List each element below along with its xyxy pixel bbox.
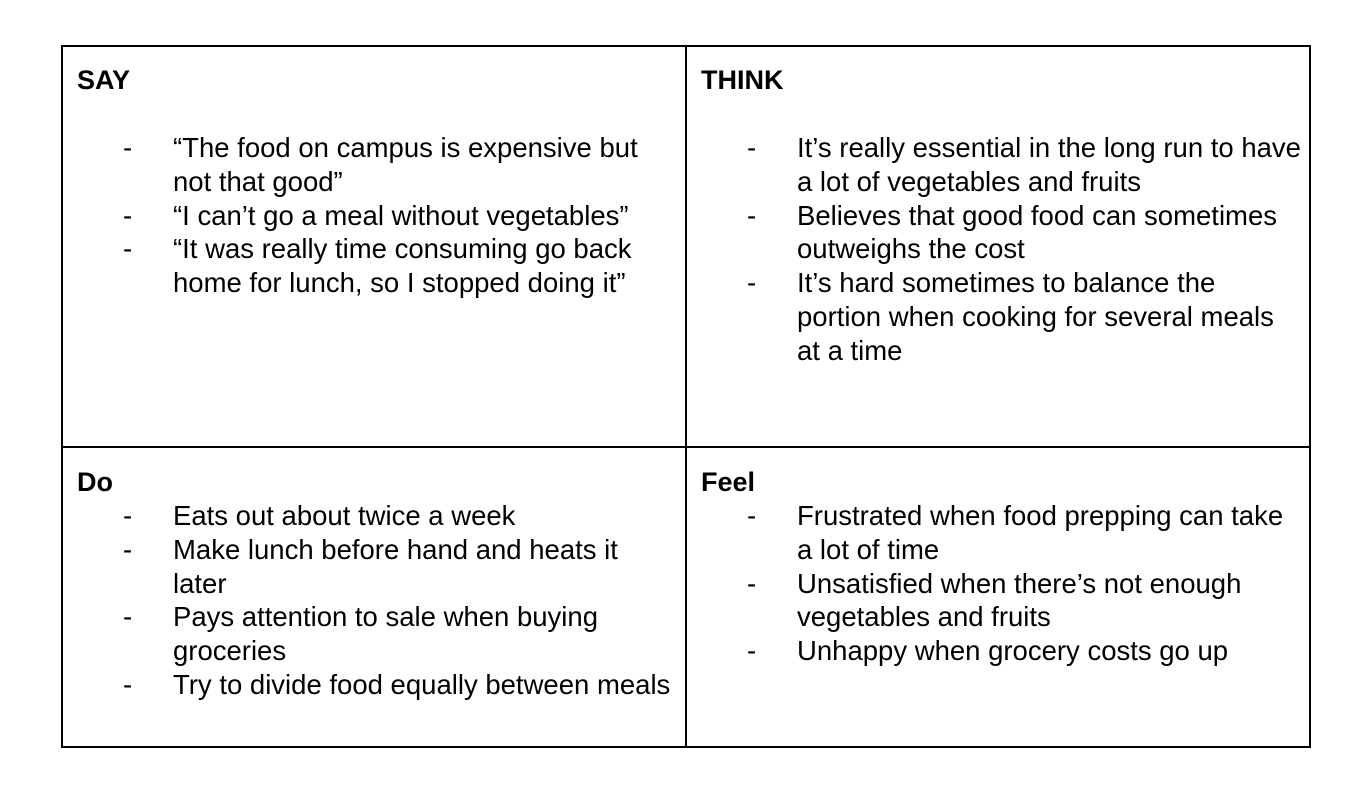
think-item-text: Believes that good food can sometimes ou… <box>797 199 1278 265</box>
say-item-text: “The food on campus is expensive but not… <box>173 132 638 197</box>
list-item: - It’s hard sometimes to balance the port… <box>687 266 1309 367</box>
list-item: - Make lunch before hand and heats it lat… <box>63 533 685 601</box>
do-heading: Do <box>77 467 113 497</box>
list-item: - Try to divide food equally between meal… <box>63 668 685 702</box>
think-item-text: It’s really essential in the long run to… <box>797 132 1301 197</box>
say-item-text: “I can’t go a meal without vegetables” <box>173 199 629 231</box>
feel-item-text: Frustrated when food prepping can take a… <box>797 500 1284 565</box>
do-quadrant: Do - Eats out about twice a week - Make lu… <box>63 448 687 746</box>
bullet-dash: - <box>123 601 133 633</box>
bullet-dash: - <box>123 199 133 231</box>
bullet-dash: - <box>747 500 757 531</box>
say-item-text: “It was really time consuming go back ho… <box>173 233 632 299</box>
feel-heading: Feel <box>701 467 756 497</box>
feel-quadrant: Feel - Frustrated when food prepping can … <box>687 448 1309 746</box>
bullet-dash: - <box>747 567 757 599</box>
bullet-dash: - <box>123 668 133 700</box>
do-list: - Eats out about twice a week - Make lunch… <box>63 499 685 702</box>
think-item-text: It’s hard sometimes to balance the porti… <box>797 267 1274 366</box>
list-item: - “It was really time consuming go back h… <box>63 232 685 300</box>
feel-item-text: Unsatisfied when there’s not enough vege… <box>797 567 1242 633</box>
bullet-dash: - <box>123 233 133 265</box>
list-item: - Pays attention to sale when buying groc… <box>63 600 685 668</box>
say-quadrant: SAY - “The food on campus is expensive bu… <box>63 47 687 448</box>
bullet-dash: - <box>123 500 133 531</box>
do-item-text: Try to divide food equally between meals <box>173 668 671 700</box>
do-item-text: Make lunch before hand and heats it late… <box>173 533 618 599</box>
bullet-dash: - <box>747 635 757 667</box>
list-item: - Believes that good food can sometimes o… <box>687 199 1309 267</box>
bullet-dash: - <box>747 267 757 299</box>
say-list: - “The food on campus is expensive but no… <box>63 131 685 300</box>
bullet-dash: - <box>747 199 757 231</box>
say-heading: SAY <box>77 65 131 95</box>
list-item: - It’s really essential in the long run t… <box>687 131 1309 199</box>
empathy-map-table: SAY - “The food on campus is expensive bu… <box>61 45 1311 748</box>
do-item-text: Eats out about twice a week <box>173 500 516 531</box>
list-item: - Unhappy when grocery costs go up <box>687 634 1309 668</box>
list-item: - Unsatisfied when there’s not enough veg… <box>687 567 1309 635</box>
bullet-dash: - <box>747 132 757 163</box>
think-list: - It’s really essential in the long run t… <box>687 131 1309 368</box>
feel-list: - Frustrated when food prepping can take … <box>687 499 1309 668</box>
bullet-dash: - <box>123 533 133 565</box>
think-heading: THINK <box>701 65 784 95</box>
think-quadrant: THINK - It’s really essential in the long… <box>687 47 1309 448</box>
list-item: - Frustrated when food prepping can take … <box>687 499 1309 567</box>
list-item: - “The food on campus is expensive but no… <box>63 131 685 199</box>
feel-item-text: Unhappy when grocery costs go up <box>797 635 1229 667</box>
list-item: - Eats out about twice a week <box>63 499 685 533</box>
list-item: - “I can’t go a meal without vegetables” <box>63 199 685 233</box>
do-item-text: Pays attention to sale when buying groce… <box>173 601 599 667</box>
bullet-dash: - <box>123 132 133 163</box>
